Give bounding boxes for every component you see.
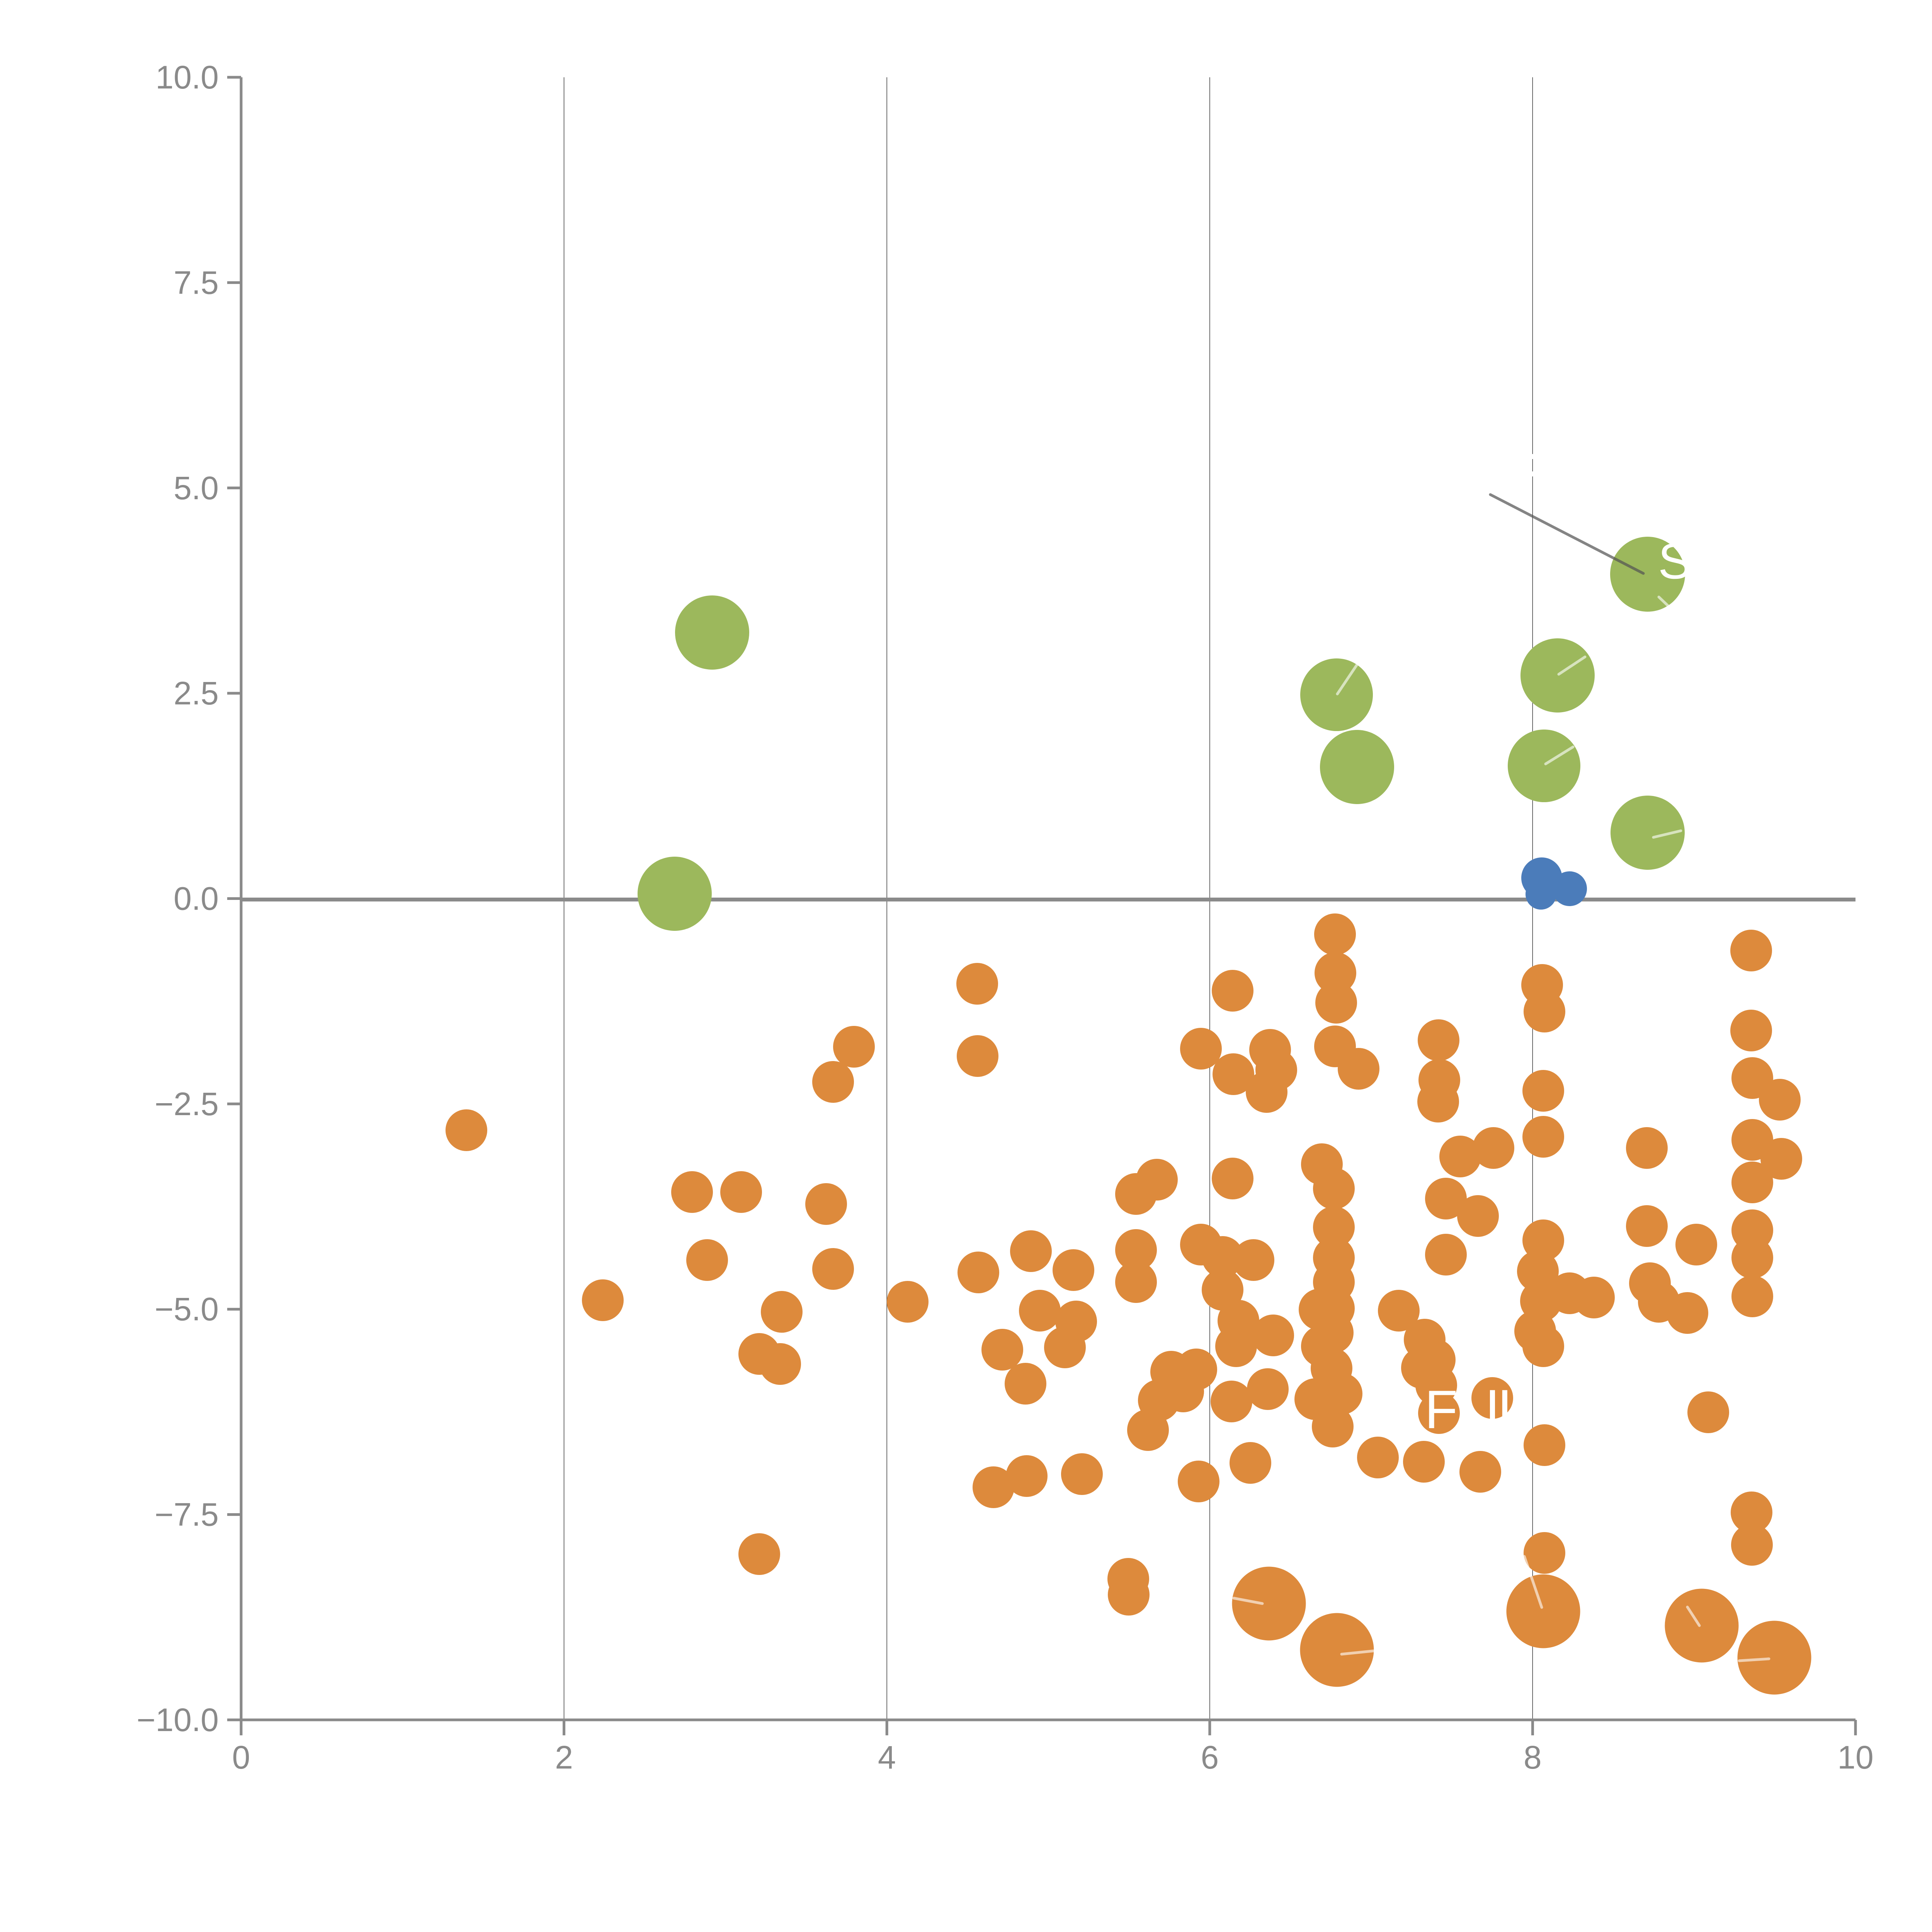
svg-text:−10.0: −10.0 <box>136 1702 219 1738</box>
svg-text:0.0: 0.0 <box>173 881 219 917</box>
svg-text:8: 8 <box>1524 1739 1542 1776</box>
svg-text:6: 6 <box>1201 1739 1219 1776</box>
svg-text:−7.5: −7.5 <box>155 1497 219 1533</box>
svg-text:−2.5: −2.5 <box>155 1086 219 1122</box>
svg-text:0: 0 <box>232 1739 250 1776</box>
svg-text:10: 10 <box>1837 1739 1873 1776</box>
svg-text:F: F <box>1425 1379 1458 1440</box>
svg-text:7.5: 7.5 <box>173 264 219 301</box>
svg-text:II: II <box>1485 1378 1510 1439</box>
svg-text:5.0: 5.0 <box>173 470 219 506</box>
svg-text:S: S <box>1658 533 1692 589</box>
svg-text:2: 2 <box>555 1739 573 1776</box>
svg-text:−5.0: −5.0 <box>155 1291 219 1327</box>
svg-text:4: 4 <box>878 1739 896 1776</box>
svg-text:2.5: 2.5 <box>173 675 219 711</box>
svg-text:10.0: 10.0 <box>156 59 219 95</box>
